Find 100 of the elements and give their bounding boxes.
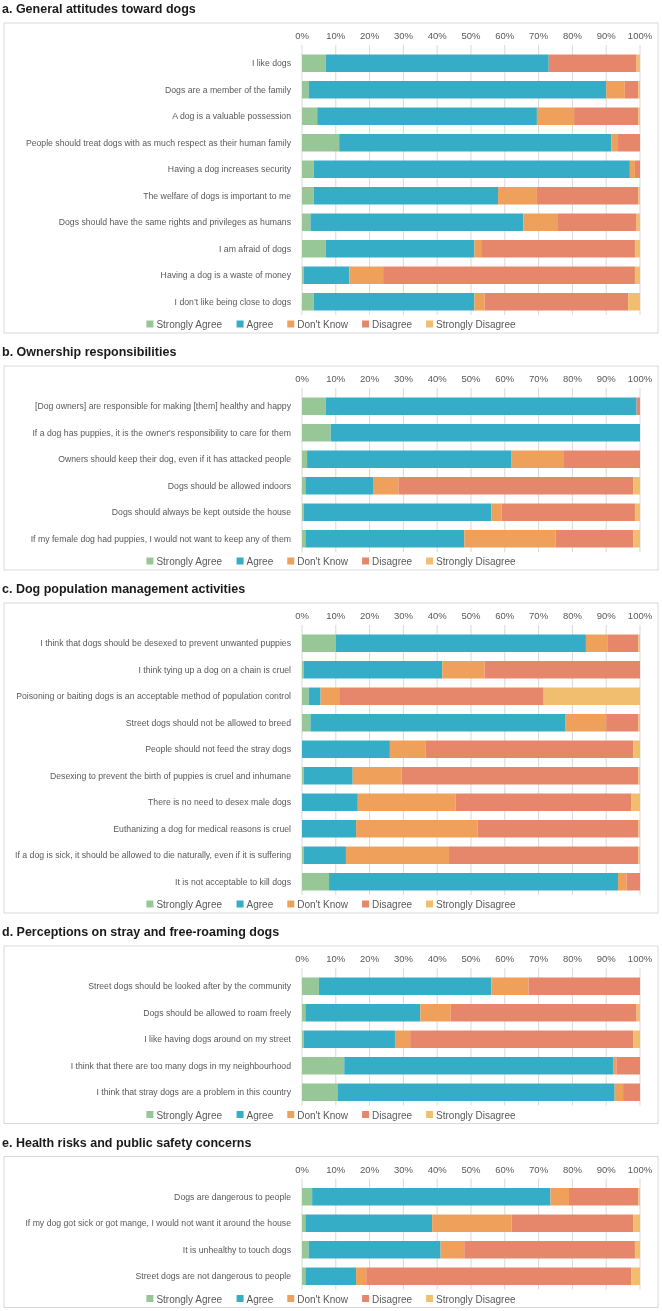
bar bbox=[550, 1188, 570, 1206]
y-tick-label: The welfare of dogs is important to me bbox=[143, 190, 292, 201]
bar bbox=[442, 661, 485, 679]
bar bbox=[420, 1004, 451, 1022]
x-tick-label: 10% bbox=[326, 373, 346, 384]
legend-label: Disagree bbox=[372, 1109, 413, 1121]
legend-label: Strongly Disagree bbox=[436, 899, 517, 910]
y-tick-label: If a dog has puppies, it is the owner's responsibility to care for them bbox=[32, 427, 291, 438]
bar bbox=[302, 1188, 313, 1206]
y-tick-label: I think that stray dogs are a problem in this country bbox=[96, 1087, 292, 1098]
x-tick-label: 30% bbox=[393, 1163, 414, 1175]
x-tick-label: 60% bbox=[495, 1163, 515, 1175]
bar bbox=[302, 397, 326, 415]
bar bbox=[634, 1241, 640, 1259]
y-tick-label: I am afraid of dogs bbox=[219, 243, 292, 254]
y-tick-label: Street dogs should be looked after by the community bbox=[88, 981, 292, 992]
x-tick-label: 50% bbox=[461, 1163, 482, 1175]
y-tick-label: I don’t like being close to dogs bbox=[174, 296, 292, 307]
bar bbox=[356, 820, 478, 838]
bar bbox=[557, 213, 637, 231]
bar bbox=[302, 873, 330, 891]
x-tick-label: 80% bbox=[562, 373, 583, 384]
bar bbox=[474, 293, 485, 311]
legend-label: Disagree bbox=[372, 319, 413, 330]
bar bbox=[410, 1030, 634, 1048]
x-tick-label: 20% bbox=[360, 373, 380, 384]
y-tick-label: I like having dogs around on my street bbox=[144, 1034, 292, 1045]
legend-label: Don't Know bbox=[297, 1109, 349, 1121]
bar bbox=[455, 793, 632, 811]
bar bbox=[308, 1241, 441, 1259]
x-tick-label: 70% bbox=[529, 953, 549, 964]
bar bbox=[345, 846, 450, 864]
bar bbox=[356, 1267, 367, 1285]
y-tick-label: Dogs should be allowed to roam freely bbox=[143, 1007, 292, 1018]
x-tick-label: 60% bbox=[495, 373, 515, 384]
bar bbox=[302, 134, 340, 152]
x-tick-label: 10% bbox=[326, 1163, 346, 1175]
legend-label: Agree bbox=[246, 556, 274, 567]
legend-label: Strongly Agree bbox=[156, 319, 223, 330]
bar bbox=[606, 714, 639, 732]
legend-label: Strongly Agree bbox=[156, 556, 223, 567]
bar bbox=[501, 503, 635, 521]
bar bbox=[310, 714, 566, 732]
text: e. Health risks and public safety concerns bbox=[2, 1135, 252, 1150]
bar bbox=[432, 1214, 512, 1232]
bar bbox=[303, 661, 443, 679]
x-tick-label: 90% bbox=[596, 953, 617, 964]
bar bbox=[634, 503, 640, 521]
bar bbox=[633, 740, 640, 758]
bar bbox=[491, 503, 502, 521]
x-tick-label: 40% bbox=[427, 1163, 448, 1175]
bar bbox=[303, 1030, 395, 1048]
text: d. Perceptions on stray and free-roaming dogs bbox=[2, 925, 280, 939]
bar bbox=[536, 187, 639, 205]
legend-label: Strongly Agree bbox=[156, 899, 223, 910]
legend-label: Agree bbox=[246, 1109, 274, 1121]
bar bbox=[330, 424, 640, 442]
bar bbox=[305, 477, 373, 495]
x-tick-label: 60% bbox=[495, 610, 515, 621]
legend-label: Don't Know bbox=[297, 1293, 349, 1305]
legend-label: Agree bbox=[246, 899, 274, 910]
bar bbox=[628, 293, 640, 311]
bar bbox=[302, 793, 358, 811]
legend-label: Disagree bbox=[372, 899, 413, 910]
y-tick-label: People should not feed the stray dogs bbox=[145, 744, 292, 755]
bar bbox=[481, 240, 635, 258]
bar bbox=[569, 1188, 639, 1206]
x-tick-label: 0% bbox=[295, 1163, 310, 1175]
y-tick-label: People should treat dogs with as much respect as their human family bbox=[25, 137, 292, 148]
y-tick-label: Having a dog increases security bbox=[167, 164, 292, 175]
x-tick-label: 100% bbox=[627, 30, 653, 41]
bar bbox=[464, 530, 556, 548]
bar bbox=[344, 1057, 613, 1075]
x-tick-label: 80% bbox=[562, 1163, 583, 1175]
bar bbox=[302, 634, 336, 652]
bar bbox=[634, 240, 640, 258]
y-tick-label: Desexing to prevent the birth of puppies is cruel and inhumane bbox=[50, 770, 292, 781]
bar bbox=[484, 293, 629, 311]
text: b. Ownership responsibilities bbox=[2, 345, 177, 359]
bar bbox=[302, 1057, 345, 1075]
bar bbox=[631, 1267, 640, 1285]
bar bbox=[312, 1188, 551, 1206]
y-tick-label: Dogs should be allowed indoors bbox=[167, 480, 292, 491]
y-tick-label: It is unhealthy to touch dogs bbox=[182, 1244, 292, 1255]
bar bbox=[606, 81, 625, 99]
bar bbox=[511, 1214, 634, 1232]
legend-label: Strongly Agree bbox=[156, 1293, 223, 1305]
bar bbox=[308, 687, 321, 705]
x-tick-label: 50% bbox=[461, 30, 482, 41]
bar bbox=[633, 1214, 640, 1232]
bar bbox=[302, 240, 326, 258]
bar bbox=[633, 477, 640, 495]
legend-label: Agree bbox=[246, 319, 274, 330]
y-tick-label: There is no need to desex male dogs bbox=[148, 797, 292, 808]
legend-label: Strongly Disagree bbox=[436, 1109, 517, 1121]
bar bbox=[317, 107, 537, 125]
bar bbox=[477, 820, 639, 838]
y-tick-label: Having a dog is a waste of money bbox=[160, 270, 292, 281]
x-tick-label: 100% bbox=[627, 373, 653, 384]
bar bbox=[634, 266, 640, 284]
